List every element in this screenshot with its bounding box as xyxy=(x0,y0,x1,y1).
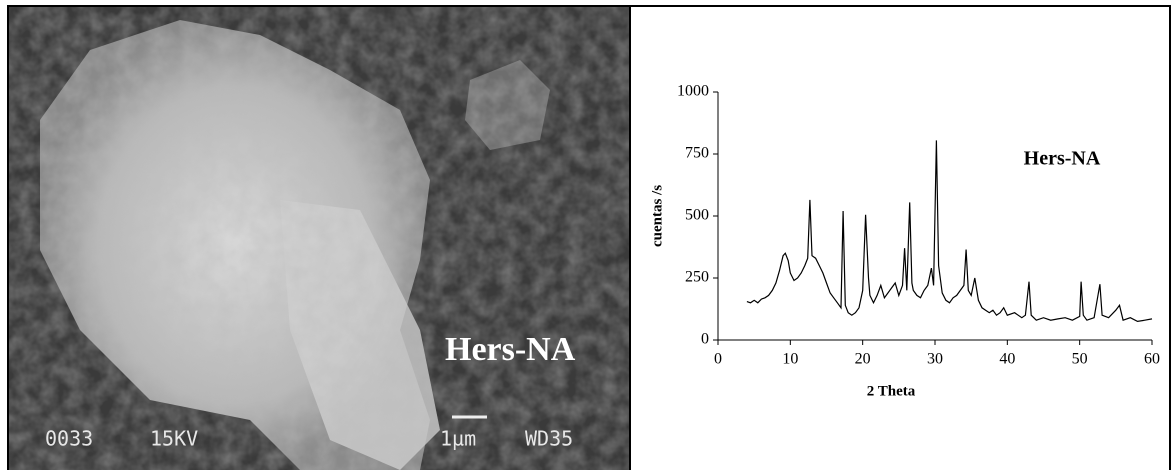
image-info: 1µm xyxy=(440,427,476,451)
x-tick-label: 20 xyxy=(855,351,871,368)
image-label: Hers-NA xyxy=(445,331,576,368)
y-tick-label: 750 xyxy=(685,145,709,162)
y-tick-label: 1000 xyxy=(677,83,709,100)
y-tick-label: 250 xyxy=(685,269,709,286)
x-tick-label: 40 xyxy=(999,351,1015,368)
y-axis-label: cuentas /s xyxy=(649,185,665,247)
line xyxy=(746,140,1153,323)
y-tick-label: 0 xyxy=(701,331,709,348)
image-info: 0033 xyxy=(45,427,93,451)
x-tick-label: 30 xyxy=(927,351,943,368)
y-tick-label: 500 xyxy=(685,207,709,224)
chart-frame xyxy=(629,5,1171,475)
annotation: Hers-NA xyxy=(1024,148,1101,170)
x-tick-label: 60 xyxy=(1144,351,1160,368)
sem-image: Hers-NA 0033 15KV 1µm WD35 xyxy=(9,7,629,470)
x-axis-label: 2 Theta xyxy=(867,383,916,399)
image-info: WD35 xyxy=(525,427,573,451)
x-tick-label: 50 xyxy=(1072,351,1088,368)
x-tick-label: 0 xyxy=(714,351,722,368)
image-info: 15KV xyxy=(150,427,198,451)
x-tick-label: 10 xyxy=(782,351,798,368)
